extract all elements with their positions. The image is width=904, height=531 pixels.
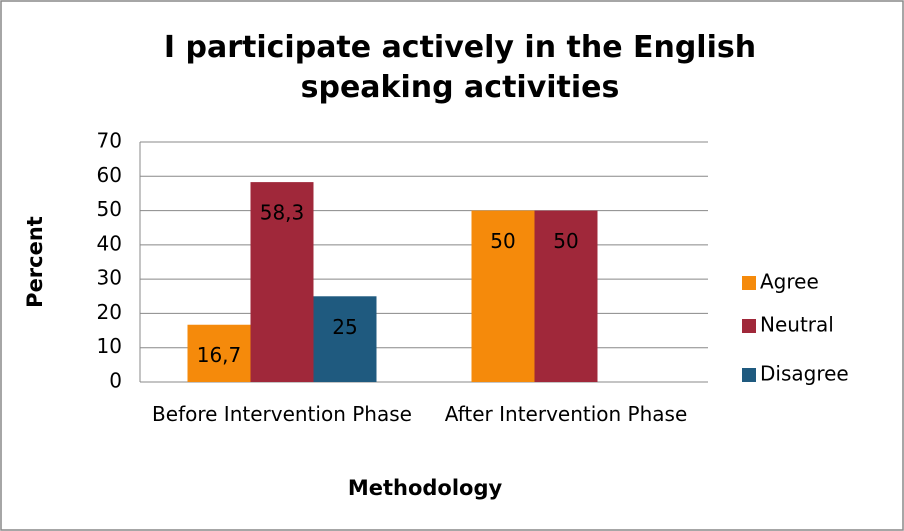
y-tick-label: 50 [97,197,122,221]
y-tick-label: 70 [97,129,122,153]
x-tick-label: After Intervention Phase [444,402,688,426]
y-tick-label: 30 [97,266,122,290]
y-tick-label: 40 [97,231,122,255]
y-tick-label: 20 [97,300,122,324]
data-label: 16,7 [197,343,242,367]
bar [471,210,535,382]
data-label: 25 [332,315,357,339]
data-label: 50 [553,229,578,253]
legend-swatch [742,368,756,382]
y-tick-label: 0 [109,369,122,393]
legend-swatch [742,319,756,333]
bar [534,210,598,382]
y-tick-label: 10 [97,334,122,358]
bar [313,296,377,382]
x-axis-label: Methodology [347,476,503,500]
legend-label: Neutral [760,313,834,337]
y-axis-label: Percent [23,216,47,308]
legend-label: Agree [760,270,819,294]
y-tick-label: 60 [97,163,122,187]
data-label: 58,3 [260,201,305,225]
bar [187,324,251,382]
data-label: 50 [490,229,515,253]
legend-label: Disagree [760,362,849,386]
x-tick-label: Before Intervention Phase [152,402,412,426]
chart-title: I participate actively in the English sp… [163,30,757,105]
bar [250,182,314,382]
legend-swatch [742,276,756,290]
